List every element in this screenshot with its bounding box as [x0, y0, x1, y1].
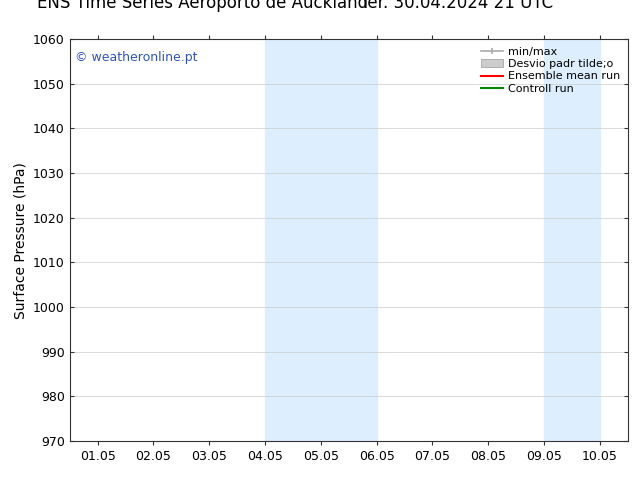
- Text: ENS Time Series Aeroporto de Auckland: ENS Time Series Aeroporto de Auckland: [37, 0, 368, 12]
- Text: © weatheronline.pt: © weatheronline.pt: [75, 51, 198, 64]
- Bar: [265, 39, 377, 441]
- Bar: [544, 39, 600, 441]
- Y-axis label: Surface Pressure (hPa): Surface Pressure (hPa): [13, 162, 27, 318]
- Text: Ter. 30.04.2024 21 UTC: Ter. 30.04.2024 21 UTC: [360, 0, 553, 12]
- Legend: min/max, Desvio padr tilde;o, Ensemble mean run, Controll run: min/max, Desvio padr tilde;o, Ensemble m…: [477, 43, 624, 98]
